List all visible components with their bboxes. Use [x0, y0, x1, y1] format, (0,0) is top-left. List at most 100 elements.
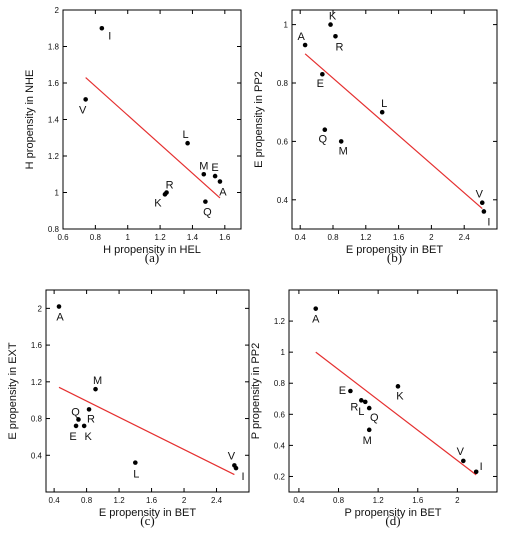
data-label-E: E — [69, 431, 76, 443]
data-label-I: I — [108, 30, 111, 42]
data-point-A — [313, 306, 319, 311]
data-label-E: E — [317, 78, 324, 90]
y-tick-label: 1.8 — [48, 43, 60, 52]
x-tick-label: 1.6 — [219, 233, 231, 242]
data-point-R — [86, 407, 92, 412]
data-point-V — [479, 200, 485, 206]
y-tick-label: 1 — [281, 348, 286, 357]
y-axis-label: E propensity in EXT — [7, 342, 19, 439]
x-tick-label: 2 — [182, 496, 187, 505]
y-axis-label: H propensity in NHE — [24, 70, 36, 170]
data-label-A: A — [56, 312, 64, 324]
x-tick-label: 2.4 — [459, 233, 471, 242]
chart-panel-2: 0.4 0.8 1.2 1.6 2 2.4 0.4 0.6 0.8 1 E propensity i… — [253, 9, 498, 265]
x-tick-label: 1.2 — [373, 496, 385, 505]
data-label-A: A — [219, 187, 227, 199]
data-label-I: I — [480, 461, 483, 473]
y-tick-label: 1.6 — [48, 79, 60, 88]
data-point-L — [362, 399, 368, 405]
data-point-M — [338, 139, 344, 144]
data-label-Q: Q — [203, 207, 212, 219]
data-label-K: K — [396, 390, 404, 402]
x-tick-label: 2 — [455, 496, 460, 505]
x-tick-label: 0.4 — [49, 496, 61, 505]
data-label-I: I — [487, 216, 490, 228]
data-point-K — [162, 192, 168, 197]
y-tick-label: 0.8 — [48, 225, 60, 234]
y-tick-label: 0.2 — [274, 472, 286, 481]
x-tick-label: 1.2 — [155, 233, 167, 242]
data-label-L: L — [133, 469, 139, 481]
data-label-I: I — [241, 471, 244, 483]
x-tick-label: 0.8 — [327, 233, 339, 242]
data-label-M: M — [199, 160, 208, 172]
x-axis-label: P propensity in BET — [344, 507, 441, 519]
plot-frame — [45, 289, 250, 493]
y-tick-label: 1.4 — [48, 116, 60, 125]
panel-label: (d) — [385, 513, 400, 528]
data-label-K: K — [329, 11, 337, 23]
x-tick-label: 0.4 — [293, 496, 305, 505]
data-point-Q — [322, 127, 328, 133]
x-tick-label: 0.8 — [333, 496, 345, 505]
y-tick-label: 0.6 — [274, 410, 286, 419]
chart-panel-1: 0.6 0.8 1 1.2 1.4 1.60.811.21.41.61.82H prope… — [24, 6, 242, 265]
plot-frame — [62, 9, 242, 230]
data-label-M: M — [93, 375, 102, 387]
data-point-L — [133, 460, 138, 465]
data-label-Q: Q — [370, 412, 379, 424]
data-point-E — [320, 71, 325, 77]
plot-frame — [291, 9, 498, 230]
panel-label: (a) — [145, 250, 159, 265]
plot-frame — [288, 289, 498, 493]
data-point-K — [328, 22, 333, 27]
regression-line — [85, 77, 221, 199]
y-tick-label: 0.6 — [277, 137, 289, 146]
x-tick-label: 1.6 — [146, 496, 158, 505]
x-tick-label: 0.8 — [81, 496, 93, 505]
regression-line — [58, 386, 235, 476]
x-axis-label: H propensity in HEL — [103, 244, 201, 256]
x-tick-label: 1.2 — [360, 233, 372, 242]
data-point-E — [73, 423, 79, 429]
data-label-A: A — [312, 314, 320, 326]
data-label-M: M — [363, 435, 372, 447]
data-point-K — [81, 423, 87, 429]
data-point-I — [481, 209, 487, 214]
y-tick-label: 1.2 — [48, 152, 60, 161]
y-tick-label: 2 — [55, 6, 60, 15]
x-tick-label: 0.8 — [90, 233, 102, 242]
data-label-V: V — [79, 104, 87, 116]
data-point-V — [83, 97, 88, 102]
data-point-I — [99, 25, 105, 31]
chart-panel-3: 0.4 0.8 1.2 1.6 2 2.4 0.4 0.8 1.2 1.6 2 E propensit… — [7, 289, 250, 528]
chart-panel-4: 0.4 0.8 1.2 1.6 2 0.2 0.4 0.6 0.8 1 1.2 P propensit… — [250, 289, 498, 528]
x-tick-label: 1.6 — [393, 233, 405, 242]
y-tick-label: 0.4 — [277, 196, 289, 205]
x-tick-label: 2.4 — [211, 496, 223, 505]
x-tick-label: 1.2 — [114, 496, 126, 505]
data-point-L — [379, 109, 385, 115]
data-point-K — [395, 384, 401, 389]
data-point-Q — [76, 417, 81, 422]
regression-line — [304, 53, 483, 210]
data-label-V: V — [228, 450, 236, 462]
data-label-V: V — [476, 189, 484, 201]
x-tick-label: 1.6 — [412, 496, 424, 505]
y-tick-label: 1 — [55, 189, 60, 198]
y-tick-label: 2 — [38, 304, 43, 313]
y-tick-label: 0.8 — [31, 415, 43, 424]
y-tick-label: 1.2 — [274, 317, 286, 326]
y-tick-label: 1 — [284, 21, 289, 30]
y-tick-label: 0.8 — [277, 79, 289, 88]
y-tick-label: 0.8 — [274, 379, 286, 388]
data-label-Q: Q — [319, 134, 328, 146]
data-label-V: V — [457, 446, 465, 458]
data-point-M — [366, 427, 372, 433]
data-label-K: K — [84, 431, 92, 443]
panel-label: (c) — [140, 513, 154, 528]
data-point-R — [333, 33, 338, 39]
data-label-M: M — [339, 145, 348, 157]
data-label-Q: Q — [71, 406, 80, 418]
x-tick-label: 0.4 — [295, 233, 307, 242]
